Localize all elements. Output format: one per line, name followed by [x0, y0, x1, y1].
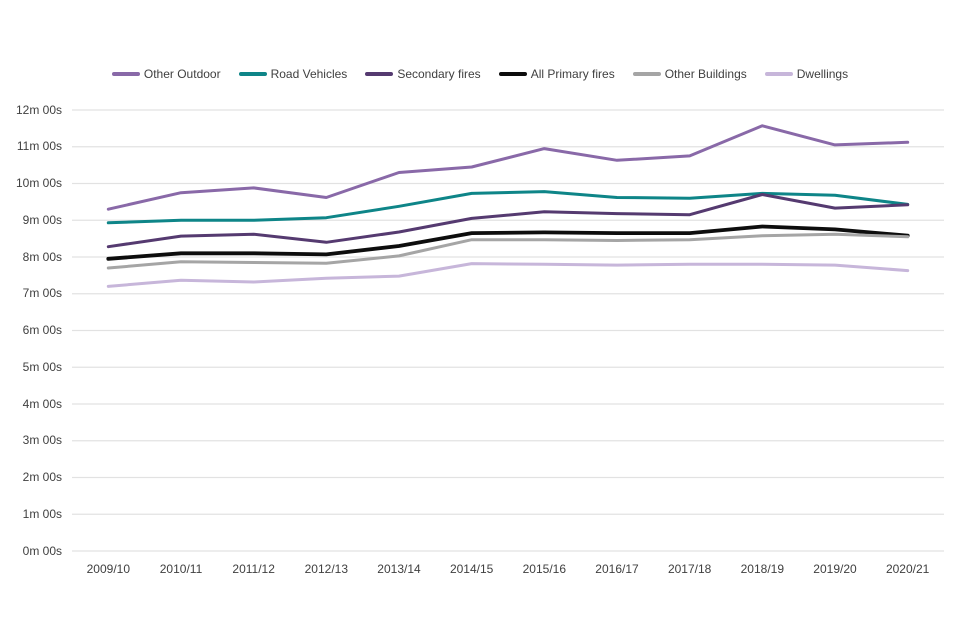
y-axis-tick-label: 4m 00s — [22, 396, 62, 411]
x-axis-tick-label: 2009/10 — [86, 562, 131, 576]
series-line-secondary-fires — [106, 193, 910, 249]
y-axis-tick-label: 6m 00s — [22, 323, 62, 337]
x-axis-tick-label: 2016/17 — [595, 562, 639, 576]
legend-label: Other Outdoor — [143, 67, 221, 81]
series-line-dwellings — [106, 262, 910, 288]
series-line-other-outdoor — [106, 124, 910, 211]
legend-swatch-other-outdoor — [111, 72, 140, 76]
y-axis-tick-label: 1m 00s — [22, 506, 62, 521]
x-axis-tick-label: 2013/14 — [377, 562, 421, 576]
legend-item-all-primary-fires: All Primary fires — [498, 67, 615, 81]
y-axis-tick-label: 0m 00s — [22, 543, 62, 558]
y-axis-tick-label: 9m 00s — [22, 212, 62, 227]
y-axis-tick-label: 11m 00s — [16, 139, 62, 154]
x-axis-tick-label: 2020/21 — [885, 562, 930, 576]
chart-legend: Other Outdoor Road Vehicles Secondary fire… — [0, 64, 960, 84]
legend-item-dwellings: Dwellings — [764, 67, 849, 81]
legend-item-other-outdoor: Other Outdoor — [111, 67, 221, 81]
x-axis-tick-label: 2019/20 — [813, 562, 857, 576]
x-axis-tick-label: 2010/11 — [159, 562, 203, 576]
y-axis-tick-label: 3m 00s — [22, 433, 62, 448]
y-axis-tick-label: 12m 00s — [15, 102, 62, 117]
x-axis-tick-label: 2011/12 — [232, 562, 275, 576]
legend-label: Secondary fires — [397, 67, 481, 81]
series-line-all-primary-fires — [106, 224, 910, 261]
legend-swatch-other-buildings — [632, 72, 661, 76]
x-axis-tick-label: 2018/19 — [740, 562, 785, 576]
x-axis-tick-label: 2017/18 — [667, 562, 712, 576]
legend-label: Other Buildings — [664, 67, 747, 81]
legend-swatch-secondary-fires — [365, 72, 394, 76]
legend-swatch-all-primary-fires — [498, 72, 527, 76]
x-axis-tick-label: 2015/16 — [522, 562, 567, 576]
series-line-road-vehicles — [106, 190, 910, 225]
legend-swatch-dwellings — [764, 72, 793, 76]
x-axis-tick-label: 2014/15 — [449, 562, 494, 576]
legend-label: Dwellings — [796, 67, 849, 81]
y-axis-tick-label: 7m 00s — [22, 286, 62, 301]
legend-item-secondary-fires: Secondary fires — [365, 67, 481, 81]
y-axis-tick-label: 2m 00s — [22, 470, 62, 484]
legend-item-other-buildings: Other Buildings — [632, 67, 747, 81]
legend-label: Road Vehicles — [270, 67, 348, 81]
y-axis-tick-label: 10m 00s — [15, 176, 62, 190]
legend-item-road-vehicles: Road Vehicles — [238, 67, 348, 81]
y-axis-tick-label: 8m 00s — [22, 249, 62, 264]
legend-swatch-road-vehicles — [238, 72, 267, 76]
legend-label: All Primary fires — [530, 67, 615, 81]
series-line-other-buildings — [106, 232, 910, 270]
y-axis-tick-label: 5m 00s — [22, 359, 62, 374]
x-axis-tick-label: 2012/13 — [304, 562, 349, 576]
